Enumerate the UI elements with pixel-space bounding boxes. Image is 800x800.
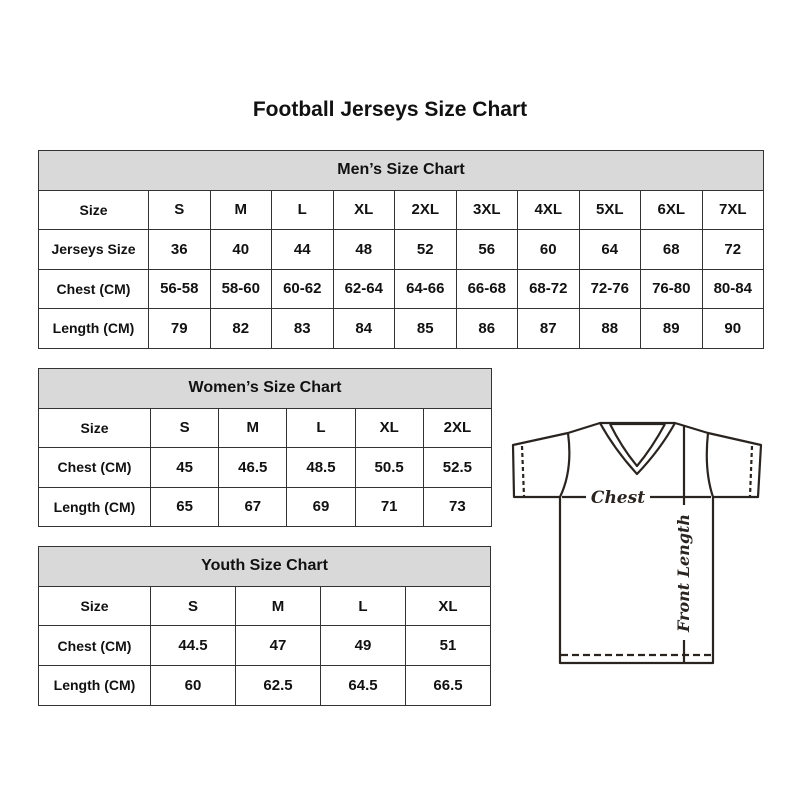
table-cell: 71: [354, 486, 424, 527]
table-cell: 66.5: [405, 665, 491, 706]
table-cell: 86: [455, 308, 518, 349]
table-cell: 76-80: [640, 268, 703, 309]
table-cell: 50.5: [354, 447, 424, 488]
table-cell: 85: [394, 308, 457, 349]
table-cell: 51: [405, 625, 491, 667]
table-cell: 69: [286, 486, 356, 527]
row-label: Chest (CM): [38, 625, 151, 667]
table-row: Length (CM) 79 82 83 84 85 86 87 88 89 90: [38, 308, 764, 349]
table-cell: 84: [332, 308, 395, 349]
women-table-heading: Women’s Size Chart: [38, 368, 492, 409]
row-label: Chest (CM): [38, 447, 151, 488]
table-row: Length (CM) 60 62.5 64.5 66.5: [38, 665, 491, 706]
table-row: Chest (CM) 45 46.5 48.5 50.5 52.5: [38, 447, 493, 488]
table-cell: XL: [405, 585, 491, 627]
table-cell: 80-84: [701, 268, 764, 309]
mens-size-table: Men’s Size Chart Size S M L XL 2XL 3XL 4XL 5XL 6XL…: [38, 150, 764, 349]
row-label: Size: [38, 407, 151, 448]
table-cell: 6XL: [640, 189, 703, 230]
table-cell: 87: [517, 308, 580, 349]
youth-table-heading: Youth Size Chart: [38, 546, 491, 587]
womens-size-table: Women’s Size Chart Size S M L XL 2XL Chest (CM)…: [38, 368, 493, 527]
table-cell: M: [235, 585, 321, 627]
table-cell: 48: [332, 229, 395, 270]
table-cell: 44: [271, 229, 334, 270]
table-cell: 68: [640, 229, 703, 270]
table-cell: 88: [578, 308, 641, 349]
row-label: Jerseys Size: [38, 229, 149, 270]
table-cell: 40: [209, 229, 272, 270]
page-title: Football Jerseys Size Chart: [252, 98, 528, 121]
table-cell: 5XL: [578, 189, 641, 230]
table-cell: S: [149, 407, 220, 448]
table-cell: 47: [235, 625, 321, 667]
table-cell: 45: [149, 447, 220, 488]
table-cell: 36: [148, 229, 211, 270]
table-cell: 48.5: [286, 447, 356, 488]
table-cell: 62.5: [235, 665, 321, 706]
sleeve-hem-left: [520, 445, 526, 497]
table-cell: 60: [150, 665, 236, 706]
table-row: Size S M L XL 2XL 3XL 4XL 5XL 6XL 7XL: [38, 189, 764, 230]
front-length-label: Front Length: [674, 514, 693, 633]
table-cell: 65: [149, 486, 220, 527]
table-cell: 60: [517, 229, 580, 270]
table-row: Chest (CM) 44.5 47 49 51: [38, 625, 491, 667]
table-row: Size S M L XL: [38, 585, 491, 627]
table-cell: 67: [218, 486, 288, 527]
chest-label: Chest: [591, 488, 645, 508]
table-cell: 7XL: [701, 189, 764, 230]
table-cell: XL: [354, 407, 424, 448]
table-row: Size S M L XL 2XL: [38, 407, 493, 448]
table-cell: 82: [209, 308, 272, 349]
table-cell: 79: [148, 308, 211, 349]
table-cell: 60-62: [271, 268, 334, 309]
table-cell: 64.5: [320, 665, 406, 706]
table-cell: 73: [422, 486, 493, 527]
row-label: Length (CM): [38, 308, 149, 349]
table-cell: 2XL: [422, 407, 493, 448]
table-cell: 72-76: [578, 268, 641, 309]
table-cell: 66-68: [455, 268, 518, 309]
row-label: Length (CM): [38, 486, 151, 527]
table-cell: XL: [332, 189, 395, 230]
table-row: Length (CM) 65 67 69 71 73: [38, 486, 493, 527]
table-row: Jerseys Size 36 40 44 48 52 56 60 64 68 72: [38, 229, 764, 270]
table-cell: 52.5: [422, 447, 493, 488]
table-cell: 56-58: [148, 268, 211, 309]
table-cell: 68-72: [517, 268, 580, 309]
row-label: Size: [38, 189, 149, 230]
table-cell: S: [150, 585, 236, 627]
youth-size-table: Youth Size Chart Size S M L XL Chest (CM) 44.5 4…: [38, 546, 491, 706]
row-label: Size: [38, 585, 151, 627]
tshirt-outline: [511, 421, 763, 665]
table-cell: M: [218, 407, 288, 448]
table-cell: 90: [701, 308, 764, 349]
table-cell: L: [271, 189, 334, 230]
table-cell: L: [286, 407, 356, 448]
table-cell: 62-64: [332, 268, 395, 309]
table-cell: 44.5: [150, 625, 236, 667]
men-table-heading: Men’s Size Chart: [38, 150, 764, 191]
collar: [599, 422, 676, 476]
table-cell: 49: [320, 625, 406, 667]
sleeve-hem-right: [748, 445, 754, 497]
table-cell: L: [320, 585, 406, 627]
